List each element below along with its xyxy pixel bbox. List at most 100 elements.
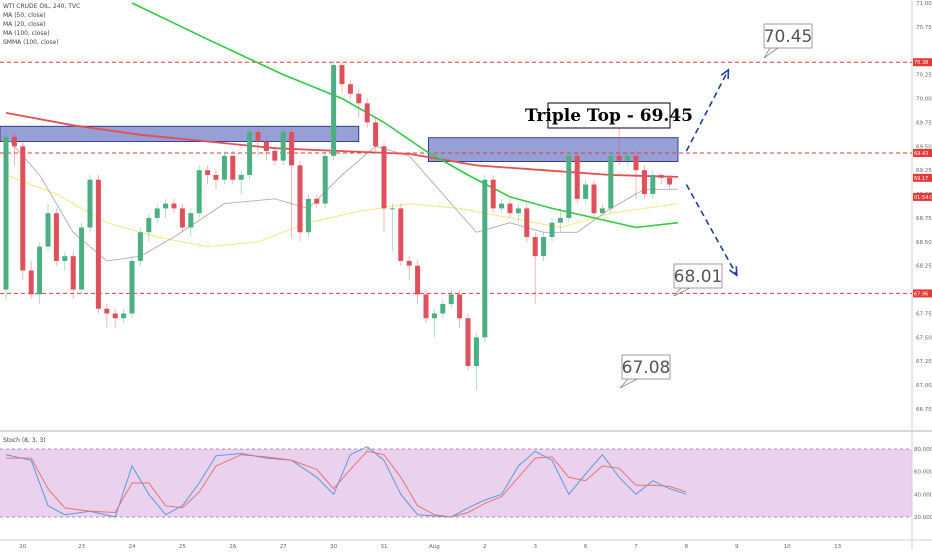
candle-body-0 (3, 136, 9, 290)
candle-body-46 (389, 208, 395, 210)
candle-body-79 (667, 177, 673, 185)
forecast-arrow-line-0 (685, 69, 730, 152)
candle-body-37 (314, 198, 320, 204)
candle-body-41 (347, 84, 353, 94)
candle-body-31 (263, 141, 269, 152)
symbol-line: WTI CRUDE OIL, 240, TVC (3, 3, 80, 10)
candle-body-69 (583, 184, 589, 199)
time-label-15: 10 (784, 544, 791, 550)
candle-body-15 (129, 260, 135, 314)
triple-top-label: Triple Top - 69.45 (525, 106, 693, 126)
candle-body-70 (591, 184, 597, 214)
time-label-1: 23 (78, 544, 85, 550)
ma-red-line (5, 112, 679, 178)
callout-67-08: 67.08 (622, 358, 671, 378)
candle-body-17 (146, 217, 152, 233)
candle-body-74 (625, 155, 631, 161)
candle-body-39 (331, 65, 337, 156)
candle-body-45 (381, 146, 387, 209)
candle-body-11 (95, 179, 101, 309)
candle-body-38 (322, 155, 328, 204)
stoch-tick-2: 40.0000 (914, 492, 932, 498)
candle-body-57 (482, 179, 488, 338)
callout-68-01-box (673, 263, 723, 289)
candle-body-2 (20, 146, 26, 271)
candle-body-12 (104, 308, 110, 314)
candle-body-24 (205, 170, 211, 175)
price-tick-12: 67.50 (916, 335, 932, 341)
candle-body-27 (230, 155, 236, 180)
price-tag-2: 69.17 (914, 176, 928, 182)
legend-smma-100: SMMA (100, close) (3, 39, 59, 46)
candle-body-8 (70, 256, 76, 290)
candle-body-68 (574, 155, 580, 199)
price-tag-0: 70.38 (914, 60, 928, 66)
candle-body-77 (650, 174, 656, 195)
price-tick-9: 68.50 (916, 240, 932, 246)
price-tick-14: 67.00 (916, 383, 932, 389)
price-tick-15: 66.75 (916, 407, 932, 413)
time-label-7: 31 (381, 544, 388, 550)
legend-ma-50: MA (50, close) (3, 12, 46, 19)
candle-body-53 (448, 294, 454, 304)
candle-body-25 (213, 174, 219, 180)
candle-body-59 (499, 203, 505, 209)
ma-green-line (131, 2, 679, 229)
candle-body-56 (473, 337, 479, 367)
candle-body-62 (524, 208, 530, 238)
price-tick-0: 71.00 (916, 1, 932, 7)
candle-body-66 (557, 217, 563, 223)
ma-gray-line (5, 136, 678, 262)
candle-body-51 (431, 313, 437, 319)
time-label-11: 6 (584, 544, 588, 550)
candle-body-44 (373, 122, 379, 147)
candle-body-42 (356, 93, 362, 104)
candle-body-65 (549, 222, 555, 238)
candle-body-63 (532, 237, 538, 257)
candle-body-49 (415, 265, 421, 295)
candle-body-14 (121, 313, 127, 319)
candle-body-52 (440, 303, 446, 314)
price-tick-1: 70.75 (916, 25, 932, 31)
candle-body-40 (339, 65, 345, 85)
candle-body-7 (62, 256, 68, 261)
candle-body-76 (641, 170, 647, 195)
price-tick-11: 67.75 (916, 311, 932, 317)
candle-body-64 (541, 237, 547, 257)
price-tag-bg-3 (913, 192, 932, 201)
candle-body-1 (11, 136, 17, 147)
candle-body-73 (616, 155, 622, 161)
time-label-12: 7 (634, 544, 638, 550)
price-tick-8: 68.75 (916, 216, 932, 222)
candle-body-36 (305, 198, 311, 233)
price-tag-bg-1 (913, 148, 932, 157)
time-label-13: 8 (685, 544, 689, 550)
candle-body-9 (79, 227, 85, 290)
candle-body-23 (196, 170, 202, 214)
candle-body-13 (112, 313, 118, 319)
candle-body-55 (465, 318, 471, 367)
candle-body-22 (188, 213, 194, 228)
candle-body-67 (566, 155, 572, 218)
candle-body-26 (221, 155, 227, 180)
time-label-9: 2 (483, 544, 487, 550)
price-tag-3: 01:54:00 (914, 195, 932, 201)
candle-body-61 (515, 208, 521, 214)
resistance-zone-0 (0, 125, 360, 142)
candle-body-21 (179, 208, 185, 228)
candle-body-19 (163, 203, 169, 209)
stoch-band (0, 449, 912, 517)
forecast-arrow-head-1 (728, 266, 738, 277)
time-label-16: 13 (834, 544, 841, 550)
stoch-label: Stoch (8, 3, 3) (3, 437, 46, 444)
callout-68-01: 68.01 (674, 267, 723, 287)
price-tick-13: 67.25 (916, 359, 932, 365)
legend-ma-100: MA (100, close) (3, 30, 50, 37)
callout-70-45-box (763, 23, 813, 49)
candle-body-72 (608, 155, 614, 209)
price-tick-6: 69.25 (916, 168, 932, 174)
candle-body-33 (280, 131, 286, 161)
time-label-2: 24 (129, 544, 136, 550)
